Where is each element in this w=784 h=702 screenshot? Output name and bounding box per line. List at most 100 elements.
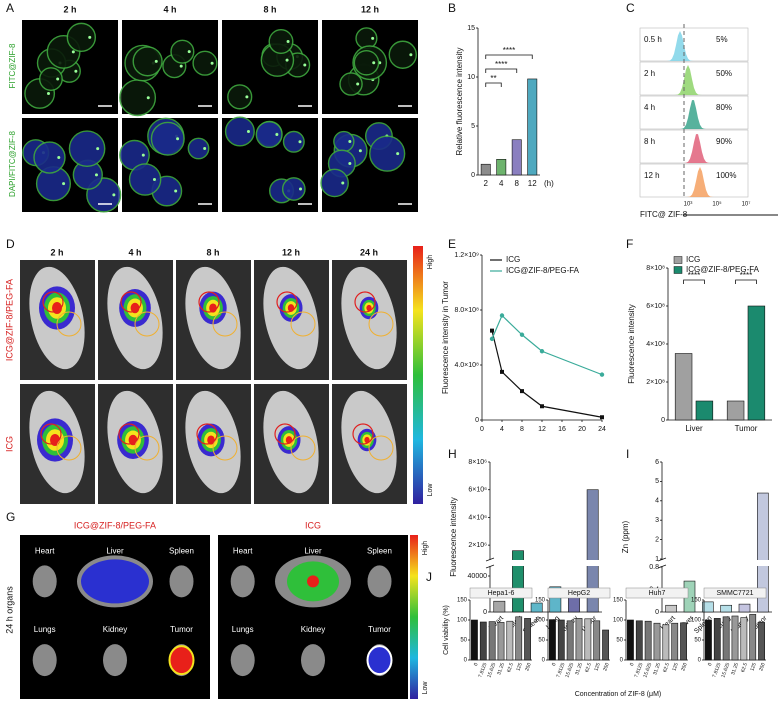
column-header: 8 h bbox=[206, 247, 219, 257]
column-header: 2 h bbox=[63, 4, 76, 14]
particle bbox=[187, 50, 191, 54]
bar bbox=[586, 489, 599, 613]
bar bbox=[530, 602, 543, 613]
bar bbox=[493, 600, 506, 613]
row-label: DAPI/FITC@ZIF-8 bbox=[8, 131, 17, 197]
tumor-outline bbox=[134, 311, 160, 337]
y-axis-label: Fluorescence intensity in Tumor bbox=[441, 281, 450, 394]
y-tick-label: 5 bbox=[471, 123, 475, 130]
roi-outline bbox=[118, 423, 140, 445]
colorbar-label: Low bbox=[427, 483, 434, 497]
y-tick-label: 150 bbox=[457, 598, 468, 604]
legend-swatch bbox=[673, 266, 683, 274]
organ bbox=[367, 565, 392, 598]
significance-label: **** bbox=[503, 46, 515, 55]
y-tick-label: 8×10⁶ bbox=[468, 459, 487, 466]
tumor-outline bbox=[290, 311, 316, 337]
y-tick-label: 0 bbox=[464, 658, 468, 664]
x-tick-label: 15.625 bbox=[486, 662, 497, 679]
point bbox=[490, 328, 494, 333]
x-axis-label: Concentration of ZIF-8 (μM) bbox=[575, 691, 662, 698]
organ bbox=[169, 565, 194, 598]
column-header: 4 h bbox=[128, 247, 141, 257]
title-box bbox=[625, 587, 689, 599]
series-line bbox=[491, 314, 603, 376]
panel-label: F bbox=[626, 237, 633, 251]
legend-label: ICG@ZIF-8/PEG-FA bbox=[506, 266, 580, 275]
particle bbox=[203, 147, 207, 151]
y-tick-label: 1 bbox=[655, 556, 659, 563]
cell bbox=[170, 39, 195, 64]
panel-label: B bbox=[448, 1, 456, 15]
y-tick-label: 5 bbox=[655, 478, 659, 485]
y-tick-label: 2×10⁶ bbox=[468, 542, 487, 549]
legend-label: ICG bbox=[686, 255, 700, 264]
y-tick-label: 4×10⁸ bbox=[646, 341, 665, 348]
y-tick-label: 150 bbox=[691, 598, 702, 604]
x-axis-label: (h) bbox=[544, 179, 554, 188]
bar bbox=[644, 620, 652, 661]
bar bbox=[722, 616, 730, 661]
x-tick-label: 250 bbox=[524, 662, 533, 672]
x-tick-label: 15.625 bbox=[564, 662, 575, 679]
particle bbox=[372, 61, 376, 65]
group-header: ICG bbox=[305, 520, 321, 530]
bar bbox=[705, 619, 712, 661]
x-tick-label: 24 bbox=[598, 426, 606, 433]
y-tick-label: 0 bbox=[620, 658, 624, 664]
particle bbox=[56, 77, 60, 81]
panel-label: C bbox=[626, 1, 635, 15]
panel-label: I bbox=[626, 447, 629, 461]
y-tick-label: 0.8 bbox=[649, 564, 659, 571]
signal bbox=[52, 302, 62, 314]
break-mark bbox=[657, 557, 667, 562]
x-tick-label: 7.8125 bbox=[634, 662, 645, 679]
y-tick-label: 6×10⁸ bbox=[646, 303, 665, 310]
signal bbox=[364, 436, 370, 444]
y-tick-label: 1.2×10⁹ bbox=[454, 252, 479, 259]
roi-outline bbox=[40, 423, 62, 445]
title-box bbox=[547, 587, 611, 599]
x-tick-label: 31.25 bbox=[496, 662, 506, 676]
y-tick-label: 100 bbox=[691, 618, 702, 624]
bar bbox=[738, 603, 751, 613]
y-tick-label: 3 bbox=[655, 517, 659, 524]
x-tick-label: 62.5 bbox=[506, 662, 515, 673]
x-tick-label: 12 bbox=[528, 179, 537, 188]
column-header: 12 h bbox=[282, 247, 300, 257]
y-tick-label: 100 bbox=[613, 618, 624, 624]
organ bbox=[301, 644, 325, 677]
cell bbox=[33, 141, 66, 174]
y-axis-label: Fluorescence intensity bbox=[627, 304, 636, 384]
tumor-outline bbox=[134, 435, 160, 461]
bar bbox=[726, 400, 745, 421]
panel-label: D bbox=[6, 237, 15, 251]
colorbar bbox=[410, 535, 418, 699]
point bbox=[499, 313, 505, 318]
bar bbox=[720, 604, 732, 613]
x-tick-label: 7.8125 bbox=[478, 662, 489, 679]
y-tick-label: 6×10⁶ bbox=[468, 487, 487, 494]
organ-label: Liver bbox=[106, 547, 124, 556]
particle bbox=[146, 96, 150, 100]
organ-label: Kidney bbox=[103, 625, 127, 634]
significance-bracket bbox=[735, 279, 757, 284]
y-tick-label: 50 bbox=[616, 638, 623, 644]
bar bbox=[749, 614, 757, 661]
cell bbox=[66, 22, 97, 53]
roi-outline bbox=[276, 291, 298, 313]
bar bbox=[713, 618, 721, 661]
break-mark bbox=[485, 564, 495, 569]
x-tick-label: 0 bbox=[480, 426, 484, 433]
x-tick-label: 62.5 bbox=[740, 662, 749, 673]
particle bbox=[286, 40, 290, 44]
cell bbox=[268, 29, 294, 55]
tumor-outline bbox=[212, 435, 238, 461]
particle bbox=[174, 189, 178, 193]
particle bbox=[46, 92, 50, 96]
row-label: ICG@ZIF-8/PEG-FA bbox=[4, 279, 14, 361]
point bbox=[489, 336, 495, 342]
tumor-outline bbox=[56, 311, 82, 337]
x-tick-label: 62.5 bbox=[662, 662, 671, 673]
bar bbox=[695, 400, 714, 421]
